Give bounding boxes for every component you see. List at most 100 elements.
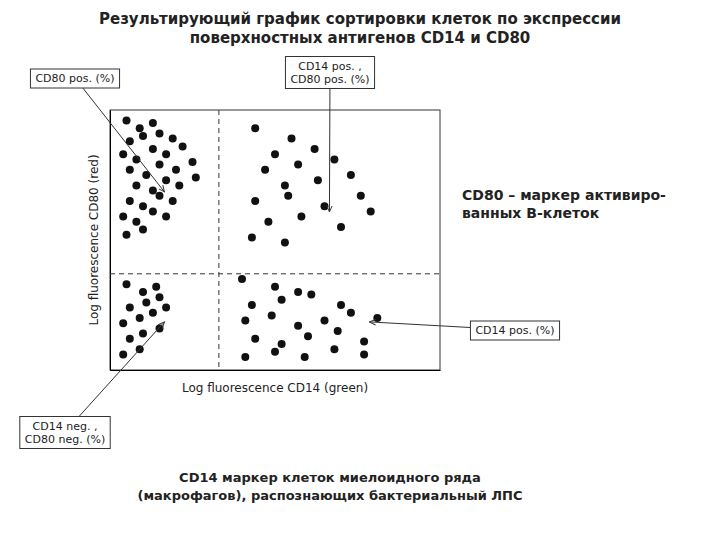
- point: [314, 176, 322, 184]
- annotation-frame: [20, 417, 110, 449]
- point: [278, 340, 286, 348]
- plot-frame: [110, 110, 440, 370]
- point: [261, 166, 269, 174]
- point: [281, 181, 289, 189]
- point: [248, 233, 256, 241]
- point: [301, 353, 309, 361]
- point: [294, 322, 302, 330]
- chart: Результирующий график сортировки клеток …: [0, 0, 720, 540]
- point: [126, 335, 134, 343]
- point: [156, 161, 164, 169]
- point: [248, 301, 256, 309]
- point: [123, 116, 131, 124]
- annotation-frame: [30, 69, 119, 88]
- point: [162, 150, 170, 158]
- x-axis-title: Log fluorescence CD14 (green): [182, 381, 368, 395]
- point: [268, 311, 276, 319]
- annotation: CD80 – маркер активиро-ванных B-клеток: [462, 187, 666, 221]
- point: [136, 314, 144, 322]
- point: [119, 150, 127, 158]
- point: [149, 309, 157, 317]
- horizontal-line: [110, 273, 440, 274]
- point: [311, 145, 319, 153]
- point: [373, 314, 381, 322]
- point: [251, 335, 259, 343]
- point: [321, 317, 329, 325]
- point: [278, 296, 286, 304]
- point: [123, 231, 131, 239]
- point: [360, 350, 368, 358]
- point: [347, 309, 355, 317]
- point: [132, 218, 140, 226]
- annotation: CD14 pos. ,CD80 pos. (%): [290, 60, 369, 86]
- point: [142, 298, 150, 306]
- point: [357, 192, 365, 200]
- point: [192, 174, 200, 182]
- point: [156, 192, 164, 200]
- point: [169, 197, 177, 205]
- point: [132, 181, 140, 189]
- point: [294, 288, 302, 296]
- point: [172, 166, 180, 174]
- point: [288, 135, 296, 143]
- point: [126, 166, 134, 174]
- annotation: CD80 pos. (%): [35, 72, 114, 85]
- point: [337, 223, 345, 231]
- annotation-frame: [285, 57, 374, 89]
- point: [297, 213, 305, 221]
- point: [284, 192, 292, 200]
- annotation-arrow: [329, 72, 331, 212]
- point: [136, 124, 144, 132]
- point: [156, 293, 164, 301]
- point: [126, 304, 134, 312]
- point: [162, 213, 170, 221]
- point: [360, 337, 368, 345]
- point: [271, 283, 279, 291]
- point: [330, 345, 338, 353]
- point: [251, 197, 259, 205]
- point: [139, 226, 147, 234]
- point: [330, 155, 338, 163]
- annotation-box: CD80 pos. (%): [30, 69, 119, 88]
- point: [126, 197, 134, 205]
- annotation: CD14 маркер клеток миелоидного ряда(макр…: [137, 470, 522, 503]
- point: [307, 291, 315, 299]
- point: [321, 202, 329, 210]
- annotation-box: CD14 neg. ,CD80 neg. (%): [20, 417, 110, 449]
- plot-area: [110, 110, 440, 370]
- point: [251, 124, 259, 132]
- annotation-arrow: [75, 78, 164, 192]
- point: [152, 283, 160, 291]
- point: [139, 330, 147, 338]
- point: [271, 348, 279, 356]
- point: [169, 135, 177, 143]
- y-axis-line: [110, 111, 111, 371]
- point: [149, 187, 157, 195]
- point: [271, 150, 279, 158]
- point: [139, 132, 147, 140]
- point: [162, 176, 170, 184]
- point: [347, 171, 355, 179]
- point: [179, 142, 187, 150]
- point: [149, 145, 157, 153]
- point: [149, 207, 157, 215]
- y-axis: [110, 111, 111, 371]
- point: [123, 280, 131, 288]
- annotation-arrow: [65, 322, 164, 432]
- point: [281, 239, 289, 247]
- point: [119, 213, 127, 221]
- annotation-frame: [470, 321, 559, 340]
- y-axis-title: Log fluorescence CD80 (red): [87, 154, 101, 325]
- point: [139, 288, 147, 296]
- point: [241, 317, 249, 325]
- title: Результирующий график сортировки клеток …: [99, 10, 621, 47]
- point: [189, 158, 197, 166]
- point: [175, 181, 183, 189]
- point: [119, 319, 127, 327]
- vertical-line: [218, 110, 219, 370]
- point: [238, 275, 246, 283]
- point: [294, 161, 302, 169]
- annotation-box: CD14 pos. (%): [470, 321, 559, 340]
- point: [264, 218, 272, 226]
- annotation: CD14 pos. (%): [475, 324, 554, 337]
